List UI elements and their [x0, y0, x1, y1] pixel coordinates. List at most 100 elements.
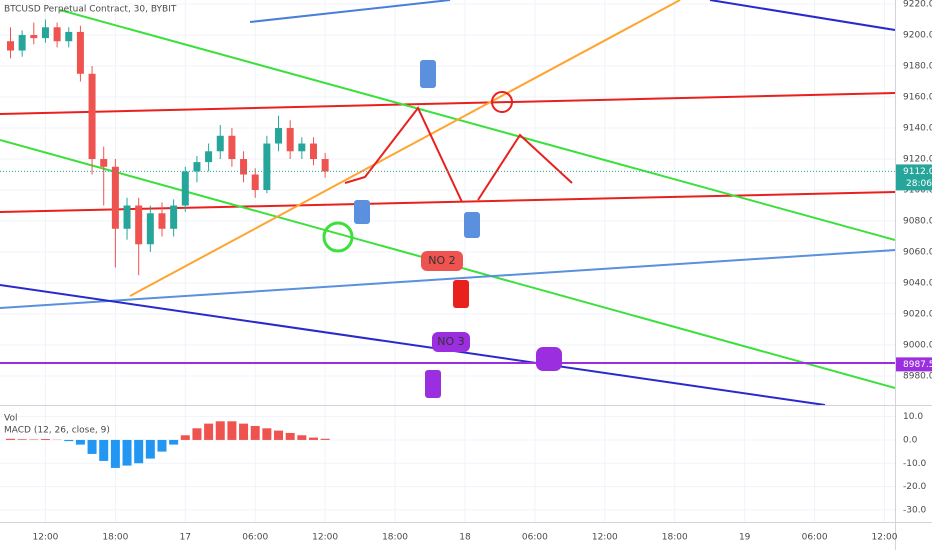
- x-tick-label: 12:00: [592, 533, 618, 543]
- x-tick-label: 12:00: [312, 533, 338, 543]
- candle-body: [216, 135, 224, 152]
- trend-line: [0, 191, 896, 213]
- candle-body: [65, 31, 73, 42]
- x-tick-label: 18:00: [662, 533, 688, 543]
- trend-line: [709, 0, 896, 31]
- candle-body: [286, 128, 294, 152]
- y-tick-label: 9020.0: [903, 310, 932, 320]
- candle-body: [240, 159, 248, 175]
- annotation: NO 2: [428, 254, 455, 267]
- x-tick-label: 18:00: [382, 533, 408, 543]
- candle-body: [321, 159, 329, 172]
- histogram-bar: [99, 439, 109, 461]
- last-price-label: 9112.0: [903, 167, 932, 177]
- histogram-bar: [87, 439, 97, 454]
- candle-body: [135, 205, 143, 245]
- histogram-bar: [145, 439, 155, 459]
- histogram-bar: [122, 439, 132, 466]
- histogram-bar: [262, 428, 272, 440]
- candle-body: [123, 205, 131, 229]
- y-tick-label: 0.0: [903, 435, 918, 445]
- y-tick-label: 10.0: [903, 412, 923, 422]
- y-tick-label: 8980.0: [903, 372, 932, 382]
- histogram-bar: [169, 439, 179, 445]
- candle-body: [298, 143, 306, 152]
- trend-line: [59, 9, 896, 241]
- trend-line: [249, 0, 451, 23]
- histogram-bar: [250, 425, 260, 440]
- hand-icon: [453, 280, 469, 308]
- candle-body: [275, 128, 283, 144]
- histogram-bar: [157, 439, 167, 452]
- candle-body: [100, 159, 108, 167]
- y-tick-label: 9100.0: [903, 186, 932, 196]
- angry-icon: [322, 221, 354, 253]
- histogram-bar: [192, 428, 202, 440]
- candle-body: [205, 151, 213, 163]
- histogram-bar: [17, 439, 27, 440]
- y-tick-label: 9160.0: [903, 93, 932, 103]
- histogram-bar: [215, 421, 225, 440]
- candle-body: [309, 143, 317, 160]
- trend-line: [129, 0, 681, 297]
- histogram-bar: [64, 439, 74, 442]
- y-tick-label: 9060.0: [903, 248, 932, 258]
- drawings: [0, 0, 896, 406]
- histogram-bar: [320, 438, 330, 440]
- cat-icon: [536, 347, 562, 371]
- candle-body: [41, 27, 49, 39]
- arrow-path: [344, 106, 463, 203]
- x-tick-label: 17: [180, 533, 191, 543]
- y-tick-label: 9000.0: [903, 341, 932, 351]
- hand-icon: [354, 200, 370, 224]
- candle-body: [88, 73, 96, 160]
- histogram-bar: [297, 435, 307, 440]
- y-tick-label: 9140.0: [903, 124, 932, 134]
- candle-body: [193, 162, 201, 172]
- x-tick-label: 18: [459, 533, 471, 543]
- histogram-bar: [75, 439, 85, 445]
- hand-icon: [420, 60, 436, 88]
- histogram-bar: [5, 438, 15, 440]
- candle-body: [53, 27, 61, 42]
- histogram-bar: [285, 432, 295, 440]
- smiley-icon: [491, 91, 513, 113]
- price-tag: [896, 357, 932, 372]
- x-tick-label: 06:00: [522, 533, 548, 543]
- callout-box: [432, 332, 470, 352]
- candle-body: [30, 35, 38, 39]
- annotation: NO 3: [437, 335, 464, 348]
- trend-line: [0, 249, 896, 309]
- candle-body: [18, 35, 26, 51]
- countdown-label: 28:06: [906, 179, 932, 189]
- histogram-bar: [204, 423, 214, 440]
- y-tick-label: -10.0: [903, 459, 927, 469]
- arrow-path: [477, 133, 573, 201]
- candle-body: [76, 31, 84, 74]
- y-tick-label: 9200.0: [903, 31, 932, 41]
- histogram-bar: [110, 439, 120, 468]
- candle-body: [251, 174, 259, 191]
- y-tick-label: 9080.0: [903, 217, 932, 227]
- histogram-bar: [274, 430, 284, 440]
- x-tick-label: 06:00: [802, 533, 828, 543]
- y-tick-label: 9040.0: [903, 279, 932, 289]
- x-tick-label: 12:00: [872, 533, 898, 543]
- callout-box: [421, 251, 463, 271]
- y-tick-label: 9120.0: [903, 155, 932, 165]
- x-tick-label: 12:00: [32, 533, 58, 543]
- y-tick-label: 9220.0: [903, 0, 932, 10]
- volume-label: Vol: [4, 414, 17, 424]
- candle-body: [6, 41, 14, 51]
- hand-icon: [464, 212, 480, 238]
- x-tick-label: 06:00: [242, 533, 268, 543]
- histogram-bar: [239, 423, 249, 440]
- trend-line: [0, 92, 896, 115]
- candle-body: [170, 205, 178, 229]
- candle-body: [181, 171, 189, 206]
- y-tick-label: -20.0: [903, 482, 927, 492]
- histogram-bar: [308, 437, 318, 440]
- candle-body: [228, 135, 236, 160]
